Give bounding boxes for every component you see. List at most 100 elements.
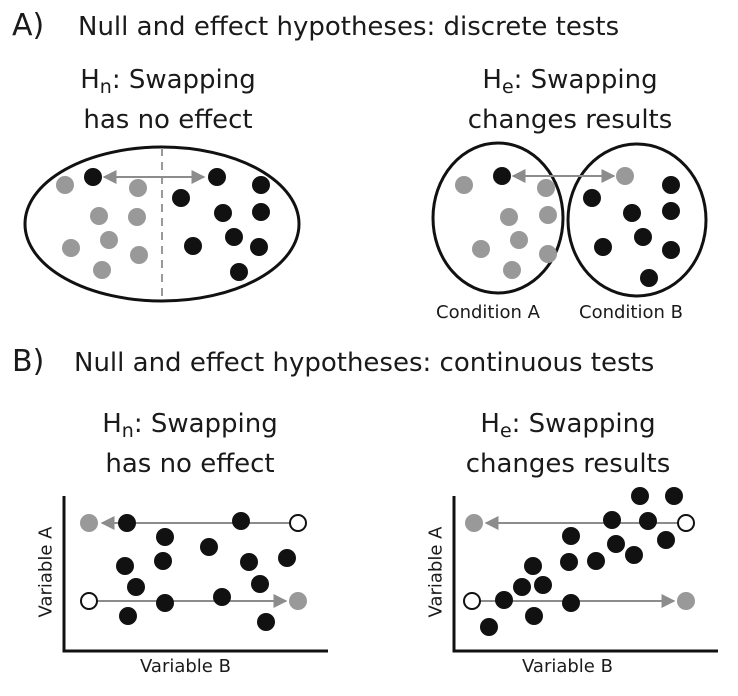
black-dot (625, 546, 643, 564)
black-dot (278, 549, 296, 567)
black-dot (662, 202, 680, 220)
black-dot (156, 594, 174, 612)
a-null-diagram (23, 145, 301, 303)
section-b-letter: B) (12, 344, 45, 379)
black-dot (534, 576, 552, 594)
gray-dots (455, 167, 634, 279)
black-dot (493, 167, 511, 185)
black-dot (560, 553, 578, 571)
open-dot (289, 514, 307, 532)
b-effect-plot (452, 487, 718, 653)
open-dot (80, 592, 98, 610)
gray-dot (472, 240, 490, 258)
black-dot (623, 204, 641, 222)
black-dot (154, 552, 172, 570)
black-dot (583, 189, 601, 207)
black-dot (603, 511, 621, 529)
black-dot (524, 557, 542, 575)
black-dot (480, 618, 498, 636)
black-dot (214, 204, 232, 222)
condition-a-label: Condition A (436, 302, 540, 323)
black-dot (172, 189, 190, 207)
black-dot (200, 538, 218, 556)
condition-b-label: Condition B (579, 302, 683, 323)
black-dot (495, 591, 513, 609)
black-dot (631, 487, 649, 505)
gray-dot (93, 261, 111, 279)
black-dot (257, 613, 275, 631)
a-null-title: Hn: Swapping has no effect (80, 65, 256, 135)
black-dot (587, 552, 605, 570)
gray-dot (80, 514, 98, 532)
black-dot (184, 237, 202, 255)
gray-dot (539, 206, 557, 224)
gray-dot (90, 207, 108, 225)
gray-dot (289, 592, 307, 610)
black-dot (634, 228, 652, 246)
black-dot (513, 578, 531, 596)
gray-dot (537, 179, 555, 197)
section-a-title: Null and effect hypotheses: discrete tes… (78, 12, 620, 42)
black-dots (116, 512, 296, 631)
gray-dot (510, 231, 528, 249)
gray-dot (128, 208, 146, 226)
black-dot (208, 168, 226, 186)
black-dot (252, 176, 270, 194)
null-population-ellipse (23, 145, 301, 303)
black-dot (562, 594, 580, 612)
a-effect-title: He: Swapping changes results (467, 65, 673, 135)
black-dot (665, 487, 683, 505)
condition-a-ellipse (431, 141, 565, 295)
section-b-title: Null and effect hypotheses: continuous t… (74, 348, 655, 378)
gray-dot (539, 245, 557, 263)
black-dot (230, 263, 248, 281)
black-dot (156, 528, 174, 546)
black-dot (250, 238, 268, 256)
gray-dot (100, 231, 118, 249)
condition-b-ellipse (566, 142, 708, 298)
black-dot (84, 168, 102, 186)
axes (452, 496, 718, 653)
black-dot (225, 228, 243, 246)
axes (62, 496, 328, 653)
black-dot (116, 557, 134, 575)
black-dot (251, 575, 269, 593)
black-dots (84, 168, 270, 281)
gray-dot (616, 167, 634, 185)
black-dot (662, 241, 680, 259)
black-dot (213, 588, 231, 606)
gray-dot (130, 246, 148, 264)
open-dot (463, 592, 481, 610)
black-dot (607, 535, 625, 553)
b-effect-title: He: Swapping changes results (465, 409, 671, 479)
black-dot (639, 512, 657, 530)
black-dot (657, 531, 675, 549)
black-dot (127, 578, 145, 596)
gray-dot (503, 261, 521, 279)
a-effect-diagram (431, 141, 708, 298)
left-plot-xlabel: Variable B (140, 656, 231, 677)
gray-dot (677, 592, 695, 610)
black-dot (119, 607, 137, 625)
right-plot-xlabel: Variable B (522, 656, 613, 677)
gray-dot (129, 179, 147, 197)
gray-dots (56, 176, 148, 279)
black-dot (562, 527, 580, 545)
black-dots (493, 167, 680, 287)
black-dot (525, 607, 543, 625)
black-dot (662, 176, 680, 194)
black-dot (232, 512, 250, 530)
black-dot (118, 514, 136, 532)
gray-dot (455, 176, 473, 194)
black-dot (252, 203, 270, 221)
black-dots (480, 487, 683, 636)
b-null-plot (62, 496, 328, 653)
gray-dot (62, 239, 80, 257)
section-a-letter: A) (12, 8, 45, 43)
black-dot (240, 553, 258, 571)
gray-dot (56, 176, 74, 194)
open-dot (677, 514, 695, 532)
black-dot (640, 269, 658, 287)
black-dot (594, 238, 612, 256)
